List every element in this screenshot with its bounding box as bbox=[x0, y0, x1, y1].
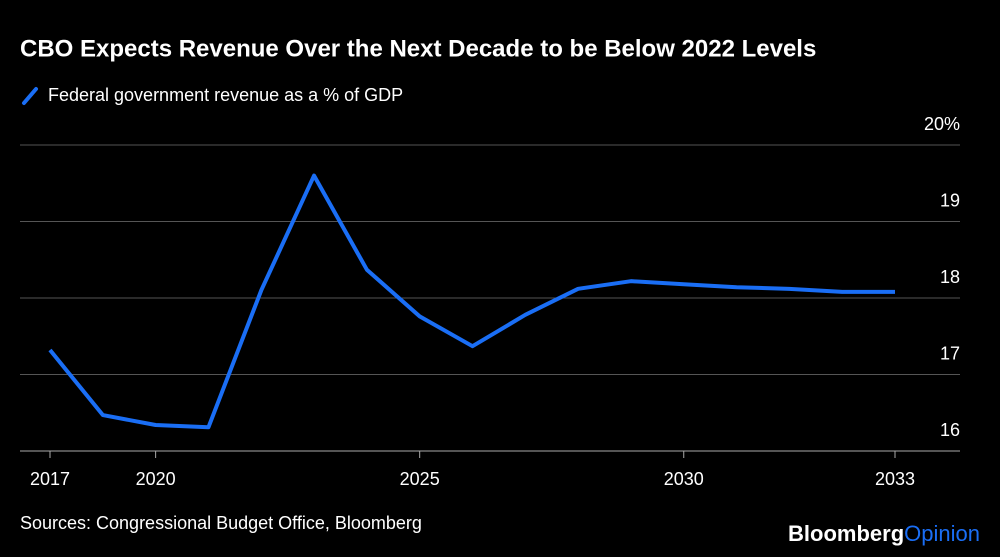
source: Sources: Congressional Budget Office, Bl… bbox=[20, 513, 422, 533]
legend-label: Federal government revenue as a % of GDP bbox=[48, 85, 403, 105]
series-line bbox=[48, 173, 895, 430]
y-tick-label: 16 bbox=[940, 420, 960, 440]
brand-section: Opinion bbox=[904, 521, 980, 546]
x-tick-label: 2033 bbox=[875, 469, 915, 489]
chart-title: CBO Expects Revenue Over the Next Decade… bbox=[20, 35, 816, 62]
x-tick-label: 2017 bbox=[30, 469, 70, 489]
y-tick-label: 18 bbox=[940, 267, 960, 287]
y-tick-label: 20% bbox=[924, 114, 960, 134]
brand: BloombergOpinion bbox=[788, 521, 980, 546]
x-tick-label: 2030 bbox=[664, 469, 704, 489]
x-tick-label: 2020 bbox=[136, 469, 176, 489]
x-tick-label: 2025 bbox=[400, 469, 440, 489]
legend-swatch bbox=[22, 87, 38, 105]
brand-name: Bloomberg bbox=[788, 521, 904, 546]
y-tick-label: 17 bbox=[940, 343, 960, 363]
y-tick-label: 19 bbox=[940, 190, 960, 210]
